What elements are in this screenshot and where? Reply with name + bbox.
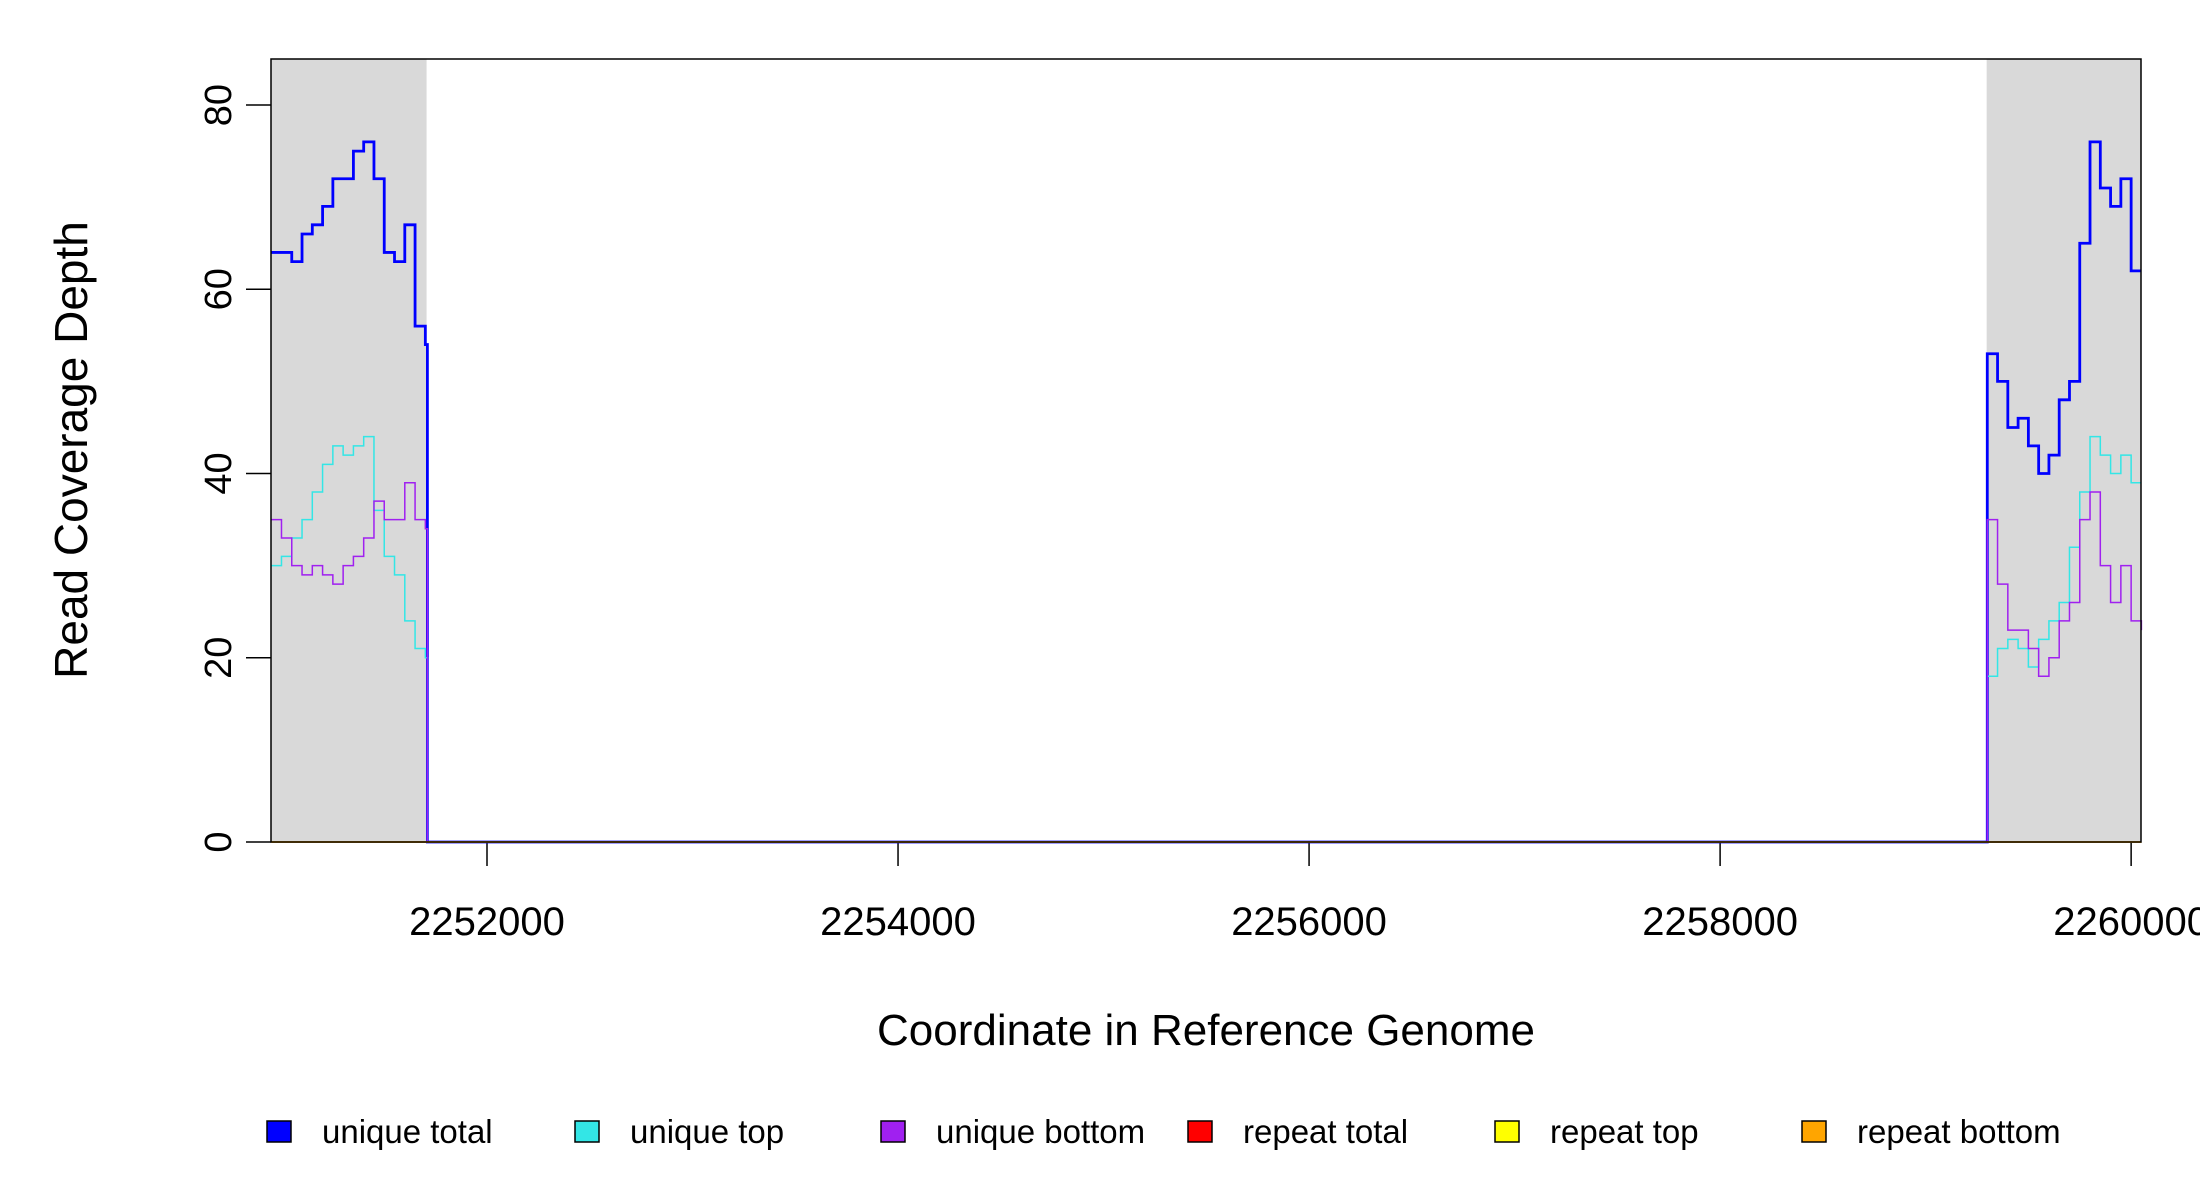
y-tick-label: 80 (198, 84, 240, 126)
plot-frame (270, 58, 2142, 843)
y-axis-label: Read Coverage Depth (45, 221, 97, 679)
x-axis-label: Coordinate in Reference Genome (877, 1006, 1535, 1055)
legend-swatch (1801, 1120, 1827, 1143)
legend-swatch (1494, 1120, 1520, 1143)
legend-swatch (574, 1120, 600, 1143)
legend-label: repeat bottom (1857, 1113, 2061, 1150)
series-line (271, 140, 2142, 844)
legend-label: unique total (322, 1113, 493, 1150)
x-tick-label: 2252000 (409, 900, 565, 944)
shaded-region (271, 59, 427, 842)
legend-swatch (1187, 1120, 1213, 1143)
x-tick-label: 2256000 (1231, 900, 1387, 944)
legend-label: unique bottom (936, 1113, 1145, 1150)
y-tick-label: 20 (198, 637, 240, 679)
legend-swatch (880, 1120, 906, 1143)
shaded-region (1986, 59, 2141, 842)
legend-label: repeat total (1243, 1113, 1408, 1150)
legend-label: repeat top (1550, 1113, 1699, 1150)
legend-label: unique top (630, 1113, 784, 1150)
y-tick-label: 60 (198, 268, 240, 310)
x-tick-label: 2254000 (820, 900, 976, 944)
y-tick-label: 0 (198, 831, 240, 852)
series-line (271, 481, 2143, 843)
x-tick-label: 2258000 (1642, 900, 1798, 944)
series-line (271, 435, 2142, 843)
legend-swatch (266, 1120, 292, 1143)
y-tick-label: 40 (198, 452, 240, 494)
x-tick-label: 2260000 (2053, 900, 2200, 944)
